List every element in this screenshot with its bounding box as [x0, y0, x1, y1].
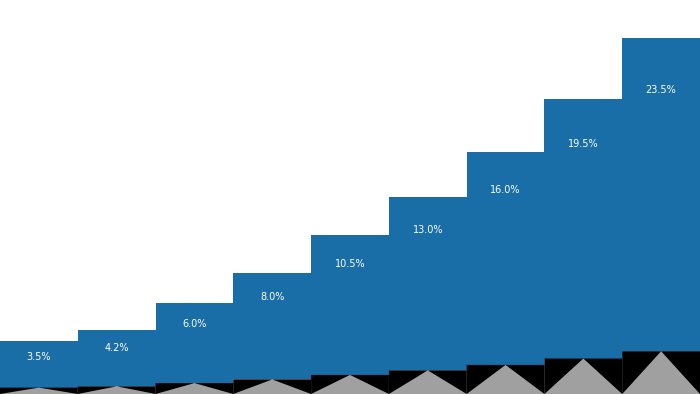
Bar [78, 330, 155, 394]
Text: 6.0%: 6.0% [182, 318, 206, 329]
Polygon shape [350, 375, 389, 394]
Bar [78, 387, 155, 394]
Polygon shape [661, 351, 700, 394]
Polygon shape [583, 359, 622, 394]
Bar [0, 341, 78, 394]
Polygon shape [39, 388, 78, 394]
Bar [155, 303, 233, 394]
Bar [545, 98, 622, 394]
Text: 23.5%: 23.5% [645, 85, 676, 95]
Polygon shape [428, 370, 467, 394]
Polygon shape [155, 383, 195, 394]
Bar [389, 370, 467, 394]
Text: 19.5%: 19.5% [568, 139, 598, 149]
Polygon shape [0, 388, 39, 394]
Polygon shape [622, 351, 661, 394]
Text: 13.0%: 13.0% [412, 225, 443, 235]
Polygon shape [545, 359, 583, 394]
Bar [467, 152, 545, 394]
Polygon shape [78, 387, 117, 394]
Polygon shape [117, 387, 155, 394]
Polygon shape [195, 383, 233, 394]
Bar [233, 273, 311, 394]
Polygon shape [467, 365, 505, 394]
Bar [311, 235, 389, 394]
Bar [233, 379, 311, 394]
Polygon shape [272, 379, 311, 394]
Bar [545, 359, 622, 394]
Polygon shape [389, 370, 428, 394]
Polygon shape [311, 375, 350, 394]
Bar [622, 351, 700, 394]
Polygon shape [505, 365, 545, 394]
Bar [155, 383, 233, 394]
Text: 4.2%: 4.2% [104, 342, 129, 353]
Bar [311, 375, 389, 394]
Text: 16.0%: 16.0% [490, 185, 521, 195]
Text: 3.5%: 3.5% [27, 352, 51, 362]
Text: 8.0%: 8.0% [260, 292, 284, 302]
Bar [467, 365, 545, 394]
Bar [0, 388, 78, 394]
Bar [622, 38, 700, 394]
Text: 10.5%: 10.5% [335, 258, 365, 269]
Polygon shape [233, 379, 272, 394]
Bar [389, 197, 467, 394]
